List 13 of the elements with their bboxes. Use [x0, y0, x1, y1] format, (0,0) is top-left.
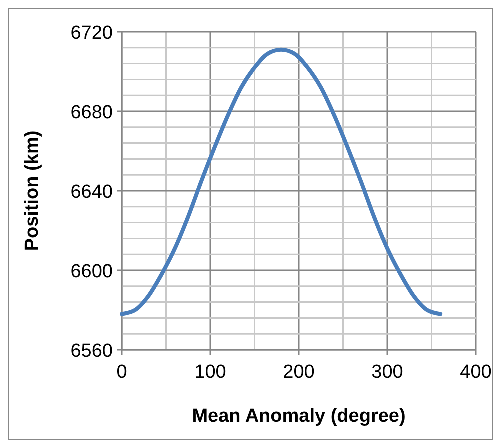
line-series [120, 48, 443, 316]
y-tick-label: 6680 [70, 102, 113, 124]
x-tick-label: 300 [372, 362, 404, 383]
x-tick-label: 400 [460, 362, 492, 383]
y-tick-label: 6600 [70, 262, 113, 282]
y-tick-label: 6560 [70, 341, 113, 362]
x-tick-label: 0 [116, 362, 128, 383]
y-tick-label: 6720 [70, 23, 113, 44]
x-tick-label: 100 [194, 362, 226, 383]
y-axis-title: Position (km) [22, 130, 43, 252]
x-axis-title: Mean Anomaly (degree) [192, 406, 406, 427]
y-tick-label: 6640 [70, 182, 113, 203]
x-tick-label: 200 [283, 362, 315, 383]
